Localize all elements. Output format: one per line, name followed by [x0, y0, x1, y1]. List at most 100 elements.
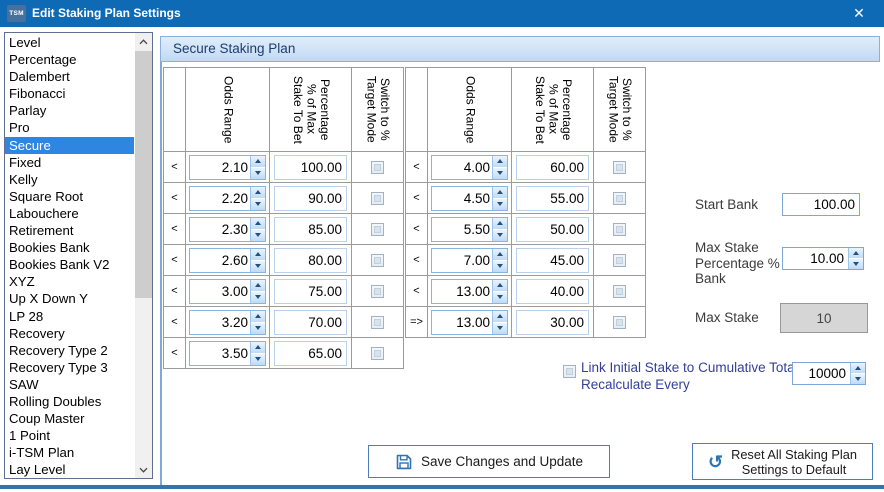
odds-input[interactable]	[190, 155, 250, 179]
spin-down-button[interactable]	[849, 259, 863, 269]
sidebar-item-saw[interactable]: SAW	[9, 376, 39, 392]
percentage-input[interactable]	[274, 216, 347, 242]
percentage-input[interactable]	[516, 185, 589, 211]
percentage-input[interactable]	[516, 216, 589, 242]
sidebar-item-recovery-type-2[interactable]: Recovery Type 2	[9, 342, 108, 358]
sidebar-item-rolling-doubles[interactable]: Rolling Doubles	[9, 393, 102, 409]
recalculate-every-input[interactable]	[793, 363, 850, 384]
spin-up-button[interactable]	[251, 186, 265, 199]
sidebar-item-1-point[interactable]: 1 Point	[9, 428, 51, 444]
odds-input[interactable]	[432, 310, 492, 334]
sidebar-item-kelly[interactable]: Kelly	[9, 171, 38, 187]
odds-input[interactable]	[432, 155, 492, 179]
switch-target-mode-checkbox[interactable]	[613, 315, 626, 329]
spin-down-button[interactable]	[251, 260, 265, 272]
sidebar-item-fixed[interactable]: Fixed	[9, 154, 42, 170]
switch-target-mode-checkbox[interactable]	[613, 253, 626, 267]
odds-input[interactable]	[190, 310, 250, 334]
switch-target-mode-checkbox[interactable]	[613, 222, 626, 236]
spin-up-button[interactable]	[493, 279, 507, 292]
sidebar-item-retirement[interactable]: Retirement	[9, 223, 74, 239]
switch-target-mode-checkbox[interactable]	[371, 284, 384, 298]
odds-input[interactable]	[432, 279, 492, 303]
sidebar-item-labouchere[interactable]: Labouchere	[9, 205, 79, 221]
spin-up-button[interactable]	[493, 155, 507, 168]
sidebar-item-xyz[interactable]: XYZ	[9, 274, 35, 290]
percentage-input[interactable]	[516, 154, 589, 180]
spin-up-button[interactable]	[251, 248, 265, 261]
sidebar-item-up-x-down-y[interactable]: Up X Down Y	[9, 291, 88, 307]
spin-up-button[interactable]	[493, 310, 507, 323]
sidebar-item-percentage[interactable]: Percentage	[9, 52, 77, 68]
odds-input[interactable]	[432, 186, 492, 210]
titlebar[interactable]: TSM Edit Staking Plan Settings ✕	[0, 0, 884, 27]
list-scrollbar[interactable]	[135, 33, 152, 478]
sidebar-item-lay-level[interactable]: Lay Level	[9, 462, 66, 478]
odds-input[interactable]	[190, 341, 250, 365]
sidebar-item-dalembert[interactable]: Dalembert	[9, 69, 70, 85]
spin-down-button[interactable]	[493, 229, 507, 241]
switch-target-mode-checkbox[interactable]	[613, 191, 626, 205]
sidebar-item-fibonacci[interactable]: Fibonacci	[9, 86, 66, 102]
sidebar-item-level[interactable]: Level	[9, 35, 41, 50]
switch-target-mode-checkbox[interactable]	[371, 191, 384, 205]
percentage-input[interactable]	[516, 278, 589, 304]
switch-target-mode-checkbox[interactable]	[371, 346, 384, 360]
spin-up-button[interactable]	[251, 310, 265, 323]
spin-down-button[interactable]	[493, 260, 507, 272]
spin-down-button[interactable]	[493, 322, 507, 334]
close-button[interactable]: ✕	[853, 5, 865, 21]
spin-down-button[interactable]	[251, 198, 265, 210]
switch-target-mode-checkbox[interactable]	[371, 315, 384, 329]
sidebar-item-coup-master[interactable]: Coup Master	[9, 411, 85, 427]
sidebar-item-bookies-bank-v2[interactable]: Bookies Bank V2	[9, 257, 110, 273]
spin-up-button[interactable]	[251, 279, 265, 292]
sidebar-item-secure[interactable]: Secure	[5, 136, 134, 154]
sidebar-item-lp-28[interactable]: LP 28	[9, 308, 44, 324]
spin-up-button[interactable]	[251, 341, 265, 354]
reset-all-button[interactable]: ↺ Reset All Staking Plan Settings to Def…	[692, 443, 873, 480]
switch-target-mode-checkbox[interactable]	[371, 160, 384, 174]
spin-down-button[interactable]	[851, 374, 865, 384]
scrollbar-thumb[interactable]	[135, 51, 152, 298]
spin-down-button[interactable]	[493, 291, 507, 303]
switch-target-mode-checkbox[interactable]	[613, 284, 626, 298]
percentage-input[interactable]	[274, 154, 347, 180]
sidebar-item-square-root[interactable]: Square Root	[9, 188, 84, 204]
sidebar-item-i-tsm-plan[interactable]: i-TSM Plan	[9, 445, 75, 461]
spin-down-button[interactable]	[251, 353, 265, 365]
percentage-input[interactable]	[274, 340, 347, 366]
odds-input[interactable]	[190, 217, 250, 241]
spin-up-button[interactable]	[251, 217, 265, 230]
switch-target-mode-checkbox[interactable]	[371, 222, 384, 236]
odds-input[interactable]	[190, 279, 250, 303]
spin-down-button[interactable]	[251, 167, 265, 179]
spin-up-button[interactable]	[849, 248, 863, 259]
odds-input[interactable]	[432, 217, 492, 241]
percentage-input[interactable]	[516, 247, 589, 273]
odds-input[interactable]	[190, 186, 250, 210]
sidebar-item-recovery-type-3[interactable]: Recovery Type 3	[9, 359, 108, 375]
spin-up-button[interactable]	[851, 363, 865, 374]
sidebar-item-parlay[interactable]: Parlay	[9, 103, 47, 119]
spin-down-button[interactable]	[251, 229, 265, 241]
percentage-input[interactable]	[516, 309, 589, 335]
spin-up-button[interactable]	[493, 248, 507, 261]
odds-input[interactable]	[432, 248, 492, 272]
odds-input[interactable]	[190, 248, 250, 272]
spin-up-button[interactable]	[493, 217, 507, 230]
scroll-down-button[interactable]	[135, 461, 152, 478]
percentage-input[interactable]	[274, 309, 347, 335]
percentage-input[interactable]	[274, 247, 347, 273]
max-stake-percentage-input[interactable]	[783, 248, 848, 269]
scroll-up-button[interactable]	[135, 33, 152, 50]
save-changes-button[interactable]: Save Changes and Update	[368, 445, 610, 478]
spin-down-button[interactable]	[251, 322, 265, 334]
spin-down-button[interactable]	[493, 198, 507, 210]
spin-down-button[interactable]	[251, 291, 265, 303]
spin-down-button[interactable]	[493, 167, 507, 179]
switch-target-mode-checkbox[interactable]	[371, 253, 384, 267]
sidebar-item-bookies-bank[interactable]: Bookies Bank	[9, 240, 90, 256]
percentage-input[interactable]	[274, 185, 347, 211]
sidebar-item-recovery[interactable]: Recovery	[9, 325, 65, 341]
